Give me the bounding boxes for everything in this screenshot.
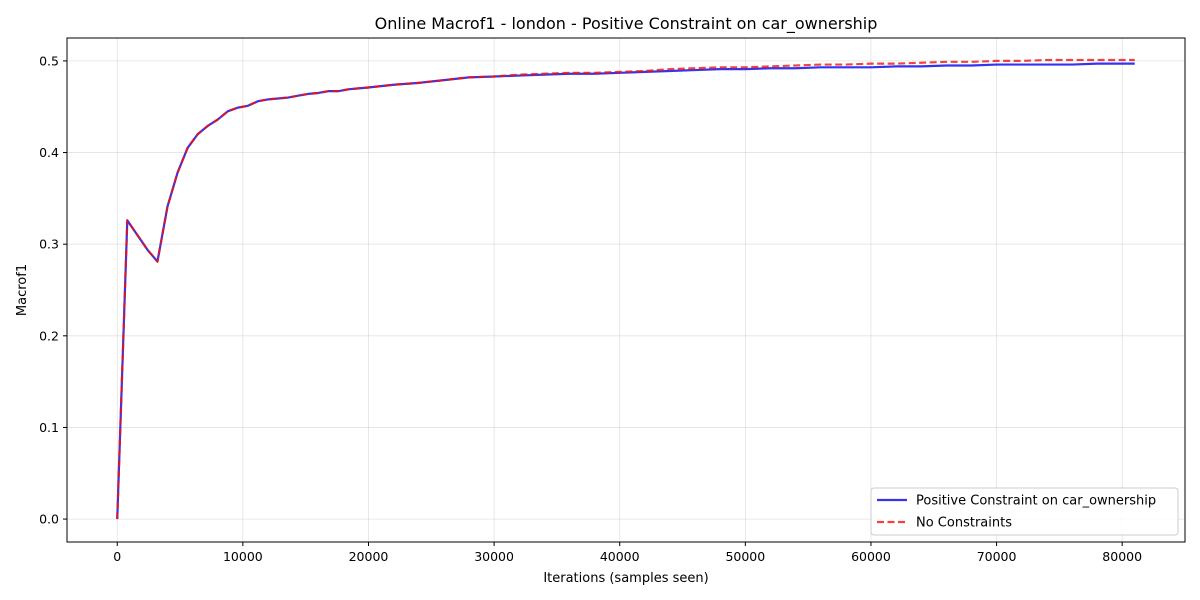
plot-frame xyxy=(66,37,1186,543)
y-axis-label: Macrof1 xyxy=(15,264,30,316)
y-tick-label: 0.5 xyxy=(39,53,59,68)
legend: Positive Constraint on car_ownership No C… xyxy=(870,487,1179,536)
y-tick-label: 0.1 xyxy=(39,420,59,435)
x-tick-label: 40000 xyxy=(600,549,640,564)
x-tick-label: 70000 xyxy=(977,549,1017,564)
y-tick-label: 0.2 xyxy=(39,328,59,343)
y-tick-label: 0.0 xyxy=(39,512,59,527)
y-axis: 0.0 0.1 0.2 0.3 0.4 0.5 xyxy=(39,53,67,527)
series-layer xyxy=(116,58,1135,520)
x-tick-label: 80000 xyxy=(1102,549,1142,564)
legend-box xyxy=(870,487,1179,536)
x-tick-label: 20000 xyxy=(349,549,389,564)
series-line-no-constraints xyxy=(116,58,1135,520)
x-axis: 0 10000 20000 30000 40000 50000 60000 70000 8000… xyxy=(113,542,1142,564)
legend-entry-label: No Constraints xyxy=(916,516,1012,531)
y-tick-label: 0.4 xyxy=(39,145,59,160)
x-tick-label: 10000 xyxy=(223,549,263,564)
x-axis-label: Iterations (samples seen) xyxy=(543,571,708,586)
legend-entry-label: Positive Constraint on car_ownership xyxy=(916,494,1156,509)
x-tick-label: 0 xyxy=(113,549,121,564)
x-tick-label: 30000 xyxy=(474,549,514,564)
y-tick-label: 0.3 xyxy=(39,237,59,252)
x-tick-label: 50000 xyxy=(725,549,765,564)
series-line-positive-constraint xyxy=(116,62,1135,520)
x-tick-label: 60000 xyxy=(851,549,891,564)
chart-title: Online Macrof1 - london - Positive Const… xyxy=(375,14,878,34)
